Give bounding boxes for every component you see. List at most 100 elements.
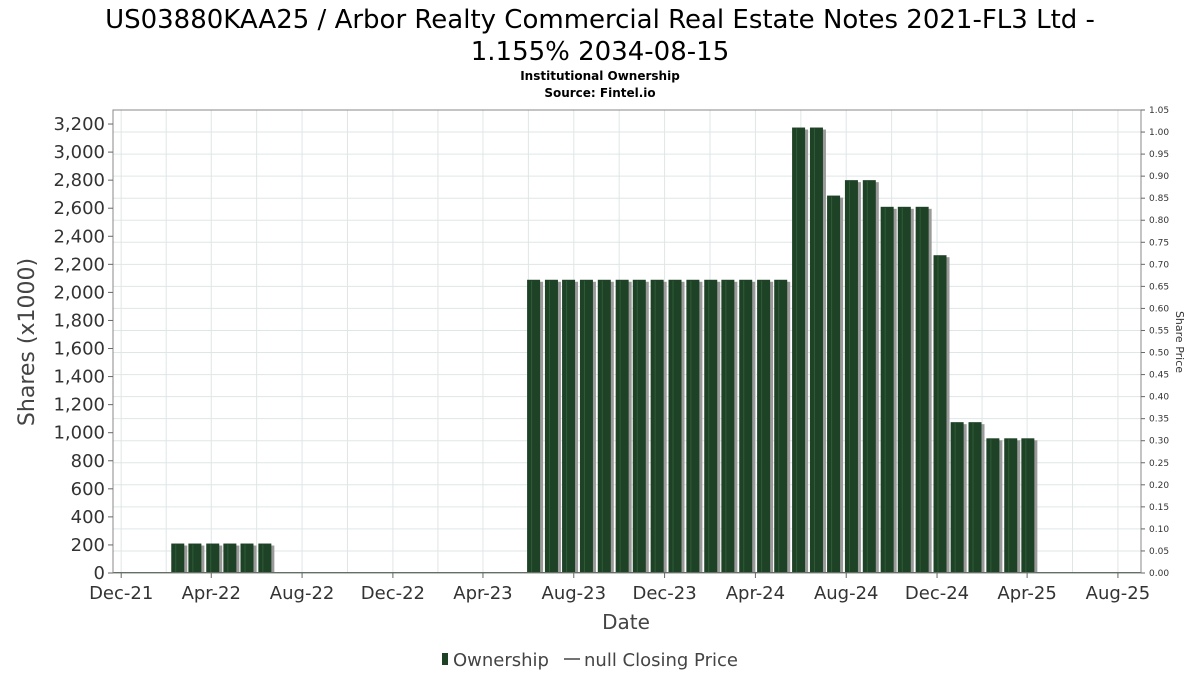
bar-ownership xyxy=(880,206,894,574)
y-axis-label: Shares (x1000) xyxy=(15,258,40,426)
y-tick-label: 2,600 xyxy=(53,198,105,219)
y2-axis-label: Share Price xyxy=(1173,311,1186,373)
y-tick-label: 200 xyxy=(71,535,105,556)
y2-tick-label: 0.75 xyxy=(1149,238,1169,248)
bar-ownership xyxy=(1021,438,1035,573)
x-tick-label: Aug-25 xyxy=(1086,583,1151,604)
bar-ownership xyxy=(809,127,823,574)
bar-ownership xyxy=(968,422,982,573)
y2-tick-label: 0.50 xyxy=(1149,349,1169,359)
bar-ownership xyxy=(792,127,806,574)
y-tick-label: 800 xyxy=(71,451,105,472)
bar-ownership xyxy=(615,279,629,573)
y2-tick-label: 0.70 xyxy=(1149,260,1169,270)
bar-ownership xyxy=(827,195,841,574)
y-tick-label: 1,400 xyxy=(53,367,105,388)
bar-ownership xyxy=(527,279,541,573)
chart-title-line1: US03880KAA25 / Arbor Realty Commercial R… xyxy=(105,5,1095,35)
bar-ownership xyxy=(915,206,929,574)
bar-ownership xyxy=(544,279,558,573)
y2-tick-label: 0.60 xyxy=(1149,304,1169,314)
x-axis-label: Date xyxy=(602,610,650,634)
x-tick-label: Aug-23 xyxy=(542,583,607,604)
bar-ownership xyxy=(562,279,576,573)
bar-ownership xyxy=(757,279,771,573)
bar-ownership xyxy=(950,422,964,573)
x-tick-label: Dec-22 xyxy=(361,583,425,604)
bar-ownership xyxy=(704,279,718,573)
y-tick-label: 400 xyxy=(71,507,105,528)
y-tick-label: 2,000 xyxy=(53,282,105,303)
y-tick-label: 2,200 xyxy=(53,254,105,275)
y2-tick-label: 0.65 xyxy=(1149,282,1169,292)
y2-tick-label: 1.00 xyxy=(1149,128,1169,138)
x-tick-label: Dec-21 xyxy=(89,583,153,604)
x-tick-label: Dec-24 xyxy=(905,583,969,604)
y2-tick-label: 0.30 xyxy=(1149,437,1169,447)
y2-tick-label: 0.95 xyxy=(1149,150,1169,160)
y2-tick-label: 0.35 xyxy=(1149,415,1169,425)
y-tick-label: 3,200 xyxy=(53,114,105,135)
bar-ownership xyxy=(668,279,682,573)
bar-ownership xyxy=(206,543,220,573)
bar-ownership xyxy=(1004,438,1018,573)
bar-ownership xyxy=(986,438,1000,573)
x-tick-label: Aug-24 xyxy=(814,583,879,604)
legend-ownership-swatch xyxy=(442,653,448,665)
legend-ownership-label: Ownership xyxy=(453,650,549,671)
bar-ownership xyxy=(933,255,947,574)
bar-ownership xyxy=(579,279,593,573)
bar-ownership xyxy=(597,279,611,573)
bar-ownership xyxy=(650,279,664,573)
bar-ownership xyxy=(632,279,646,573)
y2-tick-label: 0.00 xyxy=(1149,569,1169,579)
y2-tick-label: 0.55 xyxy=(1149,326,1169,336)
x-tick-label: Apr-24 xyxy=(726,583,785,604)
bars xyxy=(113,127,1141,574)
bar-ownership xyxy=(862,180,876,573)
y-axis-ticks: 0 200 400 600 800 1,000 1,200 1,400 1,600 1,800 2,… xyxy=(53,114,113,584)
bar-ownership xyxy=(686,279,700,573)
y2-tick-label: 0.05 xyxy=(1149,547,1169,557)
y2-tick-label: 0.90 xyxy=(1149,172,1169,182)
x-axis-ticks: Dec-21 Apr-22 Aug-22 Dec-22 Apr-23 Aug-23 Dec-… xyxy=(89,573,1150,604)
y2-tick-label: 0.10 xyxy=(1149,525,1169,535)
y-tick-label: 1,200 xyxy=(53,395,105,416)
y-tick-label: 0 xyxy=(94,563,105,584)
y2-tick-label: 0.80 xyxy=(1149,216,1169,226)
bar-ownership xyxy=(258,543,272,573)
y2-tick-label: 0.25 xyxy=(1149,459,1169,469)
y-tick-label: 3,000 xyxy=(53,142,105,163)
y2-tick-label: 0.40 xyxy=(1149,393,1169,403)
bar-ownership xyxy=(844,180,858,573)
x-tick-label: Apr-23 xyxy=(453,583,512,604)
y2-axis-ticks: 0.00 0.05 0.10 0.15 0.20 0.25 0.30 0.35 0.40 0.45… xyxy=(1141,106,1169,579)
chart-source: Source: Fintel.io xyxy=(544,86,655,100)
plot-frame xyxy=(112,109,1142,574)
x-tick-label: Aug-22 xyxy=(270,583,335,604)
bar-ownership xyxy=(223,543,237,573)
y-tick-label: 1,800 xyxy=(53,310,105,331)
bar-ownership xyxy=(188,543,202,573)
x-tick-label: Dec-23 xyxy=(632,583,696,604)
y-tick-label: 2,400 xyxy=(53,226,105,247)
bar-ownership xyxy=(774,279,788,573)
y-tick-label: 2,800 xyxy=(53,170,105,191)
y-tick-label: 1,600 xyxy=(53,339,105,360)
x-tick-label: Apr-22 xyxy=(182,583,241,604)
y2-tick-label: 0.45 xyxy=(1149,371,1169,381)
x-tick-label: Apr-25 xyxy=(997,583,1056,604)
y-tick-label: 600 xyxy=(71,479,105,500)
legend-price-label: null Closing Price xyxy=(584,650,738,671)
bar-ownership xyxy=(721,279,735,573)
bar-ownership xyxy=(171,543,185,573)
chart-subtitle: Institutional Ownership xyxy=(520,69,680,83)
y2-tick-label: 0.20 xyxy=(1149,481,1169,491)
bar-ownership xyxy=(240,543,254,573)
y2-tick-label: 1.05 xyxy=(1149,106,1169,116)
y-tick-label: 1,000 xyxy=(53,423,105,444)
y2-tick-label: 0.85 xyxy=(1149,194,1169,204)
legend: Ownership null Closing Price xyxy=(442,650,738,671)
chart-title-line2: 1.155% 2034-08-15 xyxy=(471,37,730,67)
